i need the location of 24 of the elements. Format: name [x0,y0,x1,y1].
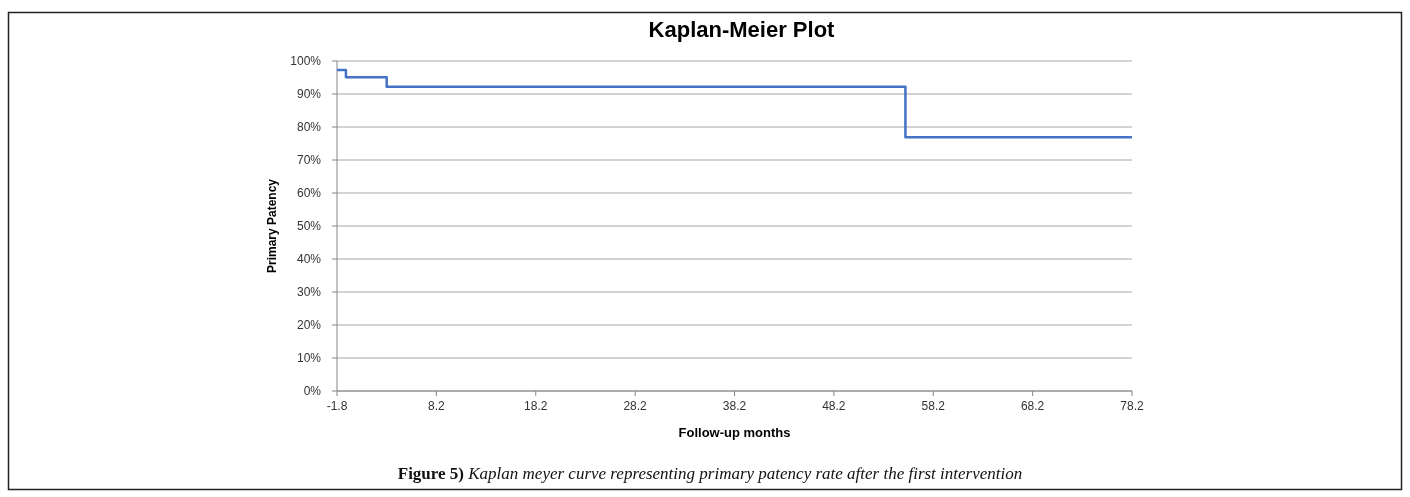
x-tick-label: 28.2 [623,399,648,413]
x-tick-label: 78.2 [1120,399,1144,413]
caption: Figure 5) Kaplan meyer curve representing primary patency rate after the first intervention [397,464,1023,483]
y-tick-label: 60% [296,186,322,201]
y-tick-label: 70% [296,153,322,168]
y-tick-label: 0% [303,384,322,399]
y-tick-label: 30% [296,285,322,300]
x-tick-label: -1.8 [326,399,348,413]
y-tick-label: 100% [290,54,322,69]
x-axis-title: Follow-up months [678,425,791,440]
y-axis-title: Primary Patency [265,178,279,274]
y-tick-label: 20% [296,318,322,333]
y-tick-label: 90% [296,87,322,102]
x-tick-label: 18.2 [524,399,548,413]
x-tick-label: 58.2 [921,399,946,413]
chart-title: Kaplan-Meier Plot [648,17,836,42]
x-tick-label: 8.2 [428,399,446,413]
y-tick-label: 10% [296,351,322,366]
x-tick-label: 48.2 [822,399,846,413]
y-tick-label: 50% [296,219,322,234]
x-tick-label: 68.2 [1020,399,1045,413]
x-tick-label: 38.2 [722,399,747,413]
y-tick-label: 80% [296,120,322,135]
y-tick-label: 40% [296,252,322,267]
